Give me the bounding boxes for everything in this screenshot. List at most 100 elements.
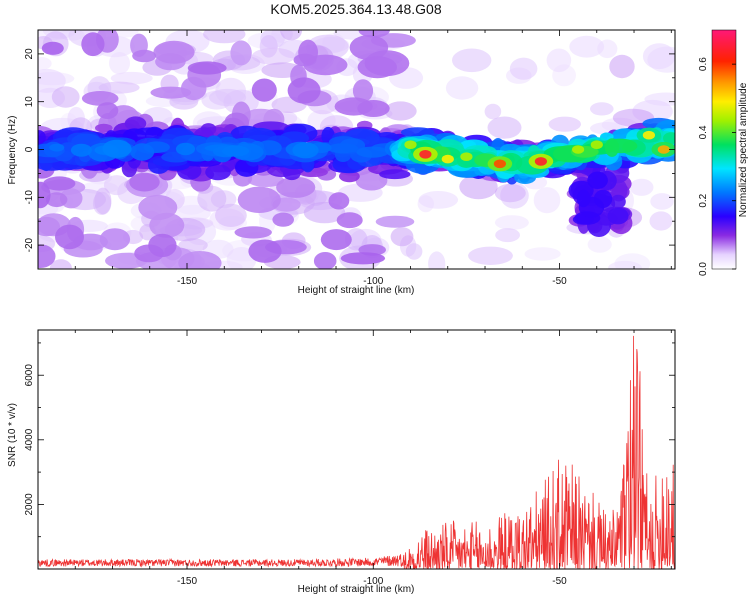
spectrogram-cell: [340, 252, 386, 265]
spectrogram-cell: [49, 259, 72, 269]
colorbar-label: Normalized spectral amplitude: [738, 82, 749, 217]
y-tick-label: -20: [24, 237, 35, 252]
colorbar-ticks: 0.0 0.2 0.4 0.6: [698, 57, 736, 276]
spectrogram-cell: [355, 170, 388, 191]
spectrogram-cell: [49, 143, 65, 152]
spectrogram-cell: [124, 116, 147, 131]
spectrogram-cell: [95, 123, 113, 133]
spectrogram-cell: [339, 170, 360, 183]
spectrogram-cell: [129, 172, 160, 192]
spectrogram-cell: [587, 171, 608, 189]
spectrogram-cell: [418, 191, 459, 209]
x-tick-label: -100: [363, 576, 383, 587]
spectrogram-x-label: Height of straight line (km): [298, 285, 415, 296]
spectrogram-cell: [328, 192, 350, 210]
spectrogram-cell: [292, 142, 319, 159]
spectrogram-cell: [494, 215, 529, 231]
snr-panel: -150 -100 -50 2000 4000 6000 Height of strai…: [7, 329, 676, 595]
spectrogram-cell: [548, 116, 581, 132]
spectrogram-cell: [234, 226, 272, 239]
spectrogram-cell: [384, 101, 417, 121]
spectrogram-cell: [38, 130, 46, 145]
spectrogram-cell: [99, 228, 131, 251]
snr-y-label: SNR (10 * v/v): [7, 403, 18, 467]
spectrogram-cell: [178, 251, 222, 269]
spectrogram-cell: [607, 207, 629, 225]
spectrogram-cell: [112, 30, 139, 38]
colorbar-gradient: [711, 29, 737, 270]
spectrogram-cell: [569, 35, 605, 58]
snr-frame: [37, 329, 676, 570]
spectrogram-cell: [509, 57, 538, 80]
spectrogram-cell: [379, 169, 411, 180]
colorbar-tick-label: 0.6: [698, 57, 709, 71]
spectrogram-cell: [546, 48, 572, 73]
spectrogram-cell: [356, 146, 389, 158]
spectrogram-cell: [494, 183, 526, 203]
spectrogram-cell: [51, 86, 80, 108]
x-tick-label: -50: [552, 576, 567, 587]
spectrogram-cell: [38, 244, 56, 268]
x-tick-label: -150: [177, 576, 197, 587]
spectrogram-cell: [70, 143, 92, 157]
spectrogram-cell: [357, 100, 390, 117]
spectrogram-cell: [110, 71, 153, 85]
spectrogram-cell: [248, 239, 282, 263]
spectrogram-cell: [38, 181, 51, 209]
snr-y-ticks: 2000 4000 6000: [24, 342, 675, 538]
snr-x-label: Height of straight line (km): [298, 584, 415, 595]
snr-x-ticks: -150 -100 -50: [74, 330, 672, 587]
spectrogram-cell: [419, 150, 432, 159]
spectrogram-cell: [81, 91, 119, 106]
colorbar: 0.0 0.2 0.4 0.6 Normalized spectral amplitu…: [698, 29, 749, 276]
spectrogram-cell: [272, 212, 295, 227]
spectrogram-cell: [327, 143, 359, 154]
y-tick-label: 4000: [24, 428, 35, 451]
spectrogram-cell: [441, 154, 454, 164]
spectrogram-y-ticks: -20 -10 0 10 20: [24, 48, 675, 252]
colorbar-tick-label: 0.4: [698, 125, 709, 139]
spectrogram-cell: [153, 40, 195, 64]
spectrogram-cell: [38, 68, 66, 93]
spectrogram-cell: [175, 142, 196, 156]
spectrogram-cell: [484, 103, 502, 120]
spectrogram-cell: [608, 260, 642, 269]
spectrogram-cell: [98, 81, 140, 94]
y-tick-label: 2000: [24, 493, 35, 516]
x-tick-label: -50: [552, 276, 567, 287]
spectrogram-cell: [280, 30, 303, 41]
spectrogram-cell: [215, 203, 247, 227]
spectrogram-cell: [572, 145, 585, 154]
spectrogram-cell: [629, 178, 654, 196]
spectrogram-cell: [287, 77, 321, 104]
spectrogram-cell: [576, 189, 591, 208]
spectrogram-cell: [130, 143, 155, 161]
spectrogram-cell: [81, 32, 105, 57]
spectrogram-cell: [205, 164, 231, 181]
spectrogram-cell: [405, 243, 423, 260]
spectrogram-cell: [251, 78, 277, 102]
spectrogram-y-label: Frequency (Hz): [7, 116, 18, 185]
spectrogram-cell: [102, 139, 132, 158]
spectrogram-cell: [209, 88, 247, 107]
spectrogram-cell: [375, 215, 415, 228]
spectrogram-cell: [604, 138, 620, 157]
spectrogram-cell: [41, 41, 64, 55]
spectrogram-cell: [132, 49, 157, 63]
spectrogram-cell: [43, 176, 76, 191]
snr-series-line: [38, 335, 675, 569]
spectrogram-cell: [38, 57, 52, 70]
y-tick-label: 10: [24, 96, 35, 108]
x-tick-label: -150: [177, 276, 197, 287]
y-tick-label: -10: [24, 190, 35, 205]
spectrogram-cell: [38, 216, 60, 237]
spectrogram-cell: [96, 102, 119, 119]
spectrogram-cell: [178, 238, 208, 253]
spectrogram-cell: [487, 116, 522, 139]
spectrogram-cell: [203, 30, 246, 44]
spectrogram-cell: [650, 193, 674, 210]
spectrogram-cell: [663, 132, 675, 145]
spectrogram-cell: [222, 145, 250, 157]
